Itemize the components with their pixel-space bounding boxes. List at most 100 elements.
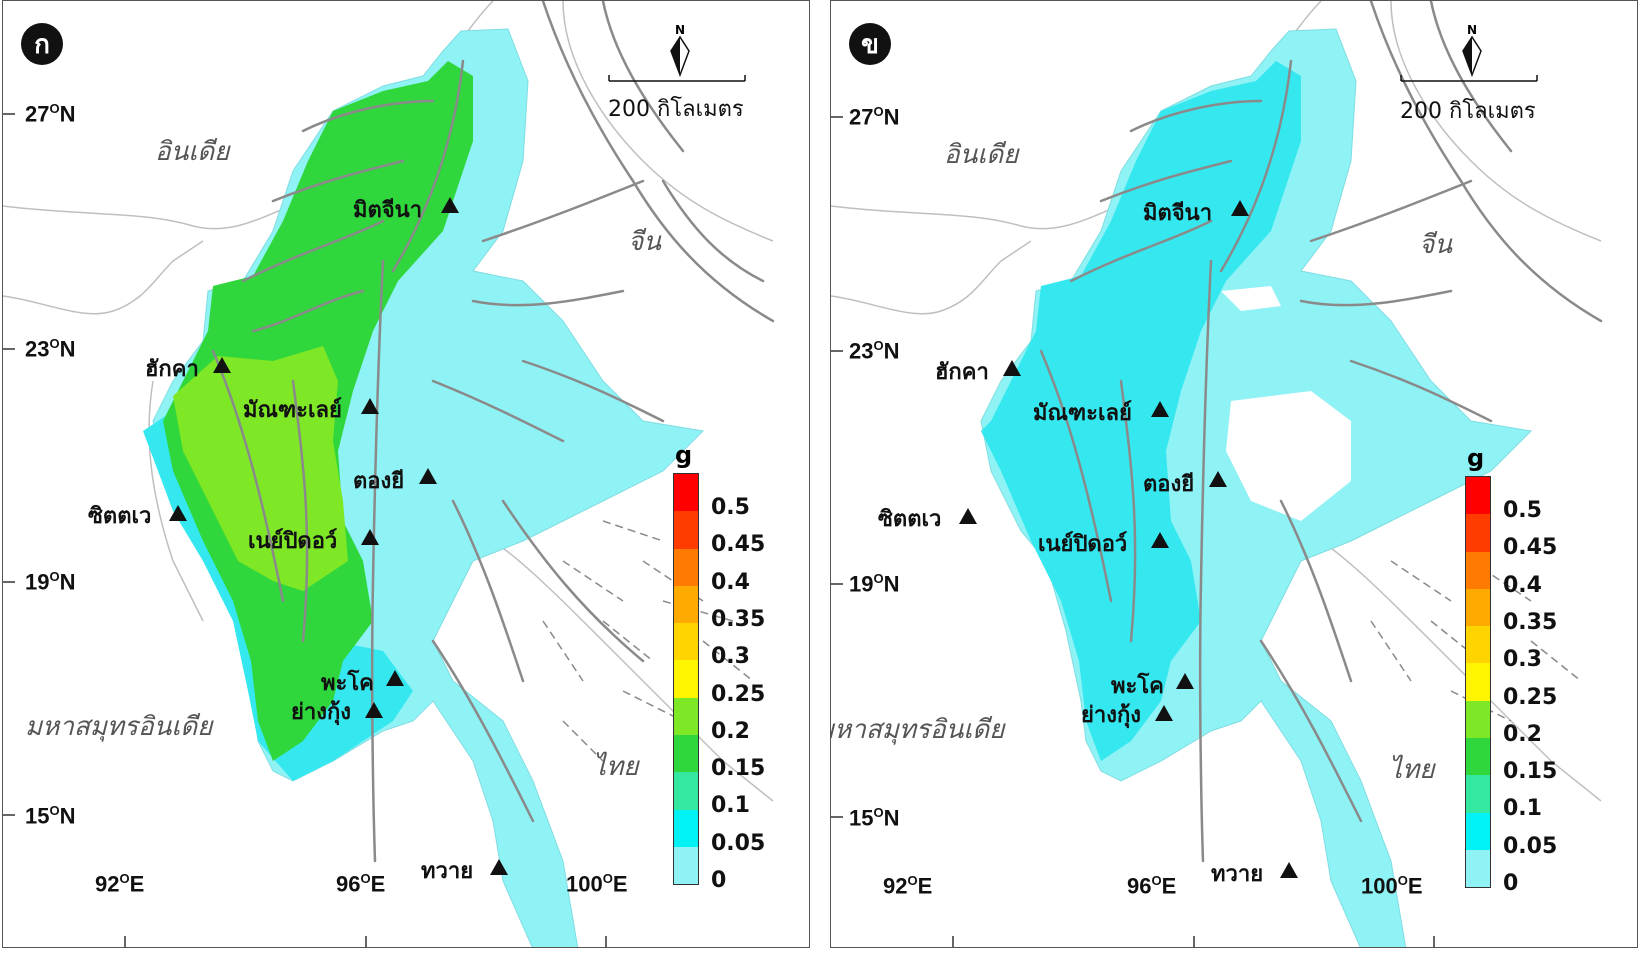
legend-label: 0.1: [1503, 796, 1542, 822]
city-marker-naypyidaw: [1151, 532, 1169, 548]
city-marker-dawei: [1280, 862, 1298, 878]
scale-label: 200 กิโลเมตร: [1400, 99, 1536, 124]
city-label-bago: พะโค: [1111, 674, 1164, 699]
legend-swatch: [1466, 477, 1490, 515]
legend-swatch: [1466, 849, 1490, 888]
city-label-taunggyi: ตองยี: [353, 469, 405, 494]
city-marker-myitkyina: [441, 197, 459, 213]
legend-swatch: [674, 735, 698, 773]
legend-label: 0.2: [1503, 721, 1542, 747]
city-label-mandalay: มัณฑะเลย์: [1033, 401, 1132, 426]
city-marker-taunggyi: [419, 468, 437, 484]
legend-label: 0.15: [1503, 759, 1558, 785]
city-label-bago: พะโค: [321, 671, 374, 696]
lon-label-92: 92OE: [95, 871, 145, 897]
city-label-yangon: ย่างกุ้ง: [291, 700, 352, 725]
city-label-naypyidaw: เนย์ปิดอว์: [1038, 532, 1128, 557]
legend-swatch: [1466, 775, 1490, 813]
panel-label-badge: ข: [849, 23, 891, 65]
legend-label: 0.25: [711, 681, 766, 707]
legend-label: 0.1: [711, 793, 750, 819]
hazard-zone-main-b: [981, 61, 1301, 761]
legend-label: 0.5: [1503, 498, 1542, 523]
city-marker-mandalay: [1151, 401, 1169, 417]
legend-swatch: [1466, 812, 1490, 850]
legend-label: 0.45: [711, 532, 766, 558]
city-label-mandalay: มัณฑะเลย์: [243, 398, 342, 423]
legend-swatch: [1466, 626, 1490, 664]
lat-label-23: 23ON: [849, 338, 900, 364]
lat-label-27: 27ON: [25, 101, 76, 127]
city-label-sittwe: ซิตตเว: [878, 507, 942, 532]
map-panel-b: ข N 200 กิโลเมตร 27ON 23ON 19ON 15ON 92O…: [830, 0, 1638, 948]
city-marker-sittwe: [169, 505, 187, 521]
legend-label: 0.4: [711, 569, 750, 595]
country-label-indian-ocean: มหาสมุทรอินเดีย: [830, 715, 1005, 745]
legend-swatch: [674, 772, 698, 810]
legend-swatch: [1466, 514, 1490, 552]
city-marker-myitkyina: [1231, 200, 1249, 216]
north-label: N: [675, 23, 686, 37]
map-panel-a: ก N 200 กิโลเมตร 27ON 23ON 19ON 15ON 92O…: [2, 0, 810, 948]
city-label-myitkyina: มิตจีนา: [1143, 201, 1213, 226]
country-label-thailand: ไทย: [1389, 755, 1435, 785]
legend-swatch: [674, 548, 698, 586]
legend-label: 0.05: [1503, 833, 1558, 859]
hazard-zone-white-b: [1226, 391, 1351, 521]
legend-swatch: [674, 585, 698, 624]
city-label-sittwe: ซิตตเว: [88, 504, 152, 529]
city-label-dawei: ทวาย: [1211, 862, 1264, 887]
legend-swatch: [674, 623, 698, 661]
country-label-china: จีน: [1419, 230, 1453, 260]
lat-label-27: 27ON: [849, 104, 900, 130]
legend-swatch: [674, 697, 698, 736]
city-marker-yangon: [365, 702, 383, 718]
tick-marks-a: [3, 113, 607, 947]
city-marker-bago: [1176, 673, 1194, 689]
city-marker-hakha: [1003, 360, 1021, 376]
lat-label-23: 23ON: [25, 336, 76, 362]
city-marker-naypyidaw: [361, 529, 379, 545]
city-label-myitkyina: มิตจีนา: [353, 198, 423, 223]
north-arrow-a: [670, 35, 690, 78]
city-marker-dawei: [490, 859, 508, 875]
legend-unit: g: [1467, 444, 1485, 472]
city-label-yangon: ย่างกุ้ง: [1081, 703, 1142, 728]
legend-unit: g: [675, 441, 693, 469]
legend-label: 0.25: [1503, 684, 1558, 710]
legend-color-bar: [1465, 476, 1491, 889]
legend-swatch: [1466, 663, 1490, 701]
scale-bar-a: [608, 75, 746, 82]
legend-label: 0.35: [711, 606, 766, 632]
lat-label-15: 15ON: [849, 805, 900, 831]
city-marker-yangon: [1155, 705, 1173, 721]
legend-swatch: [674, 474, 698, 512]
lat-label-19: 19ON: [25, 569, 76, 595]
north-label: N: [1467, 23, 1478, 37]
legend-label: 0: [711, 868, 727, 893]
map-canvas-b: [831, 1, 1603, 947]
country-label-india: อินเดีย: [944, 140, 1019, 170]
lon-label-96: 96OE: [1127, 873, 1177, 899]
legend-label: 0: [1503, 871, 1519, 896]
city-marker-bago: [386, 670, 404, 686]
country-label-thailand: ไทย: [593, 752, 639, 782]
city-label-hakha: ฮักคา: [145, 357, 199, 382]
lat-label-15: 15ON: [25, 803, 76, 829]
legend-swatch: [674, 511, 698, 549]
lon-label-100: 100OE: [1361, 873, 1423, 899]
legend-label: 0.3: [1503, 647, 1542, 673]
legend-label: 0.4: [1503, 572, 1542, 598]
city-label-dawei: ทวาย: [421, 859, 474, 884]
hazard-zone-white2-b: [1221, 286, 1281, 311]
hazard-zone-central-a: [173, 346, 348, 591]
city-marker-taunggyi: [1209, 471, 1227, 487]
legend-label: 0.2: [711, 718, 750, 744]
map-canvas-a: [3, 1, 775, 947]
country-label-indian-ocean: มหาสมุทรอินเดีย: [25, 712, 213, 742]
legend-label: 0.35: [1503, 609, 1558, 635]
city-marker-hakha: [213, 357, 231, 373]
city-label-naypyidaw: เนย์ปิดอว์: [248, 529, 338, 554]
lon-label-100: 100OE: [566, 871, 628, 897]
legend-swatch: [1466, 738, 1490, 776]
